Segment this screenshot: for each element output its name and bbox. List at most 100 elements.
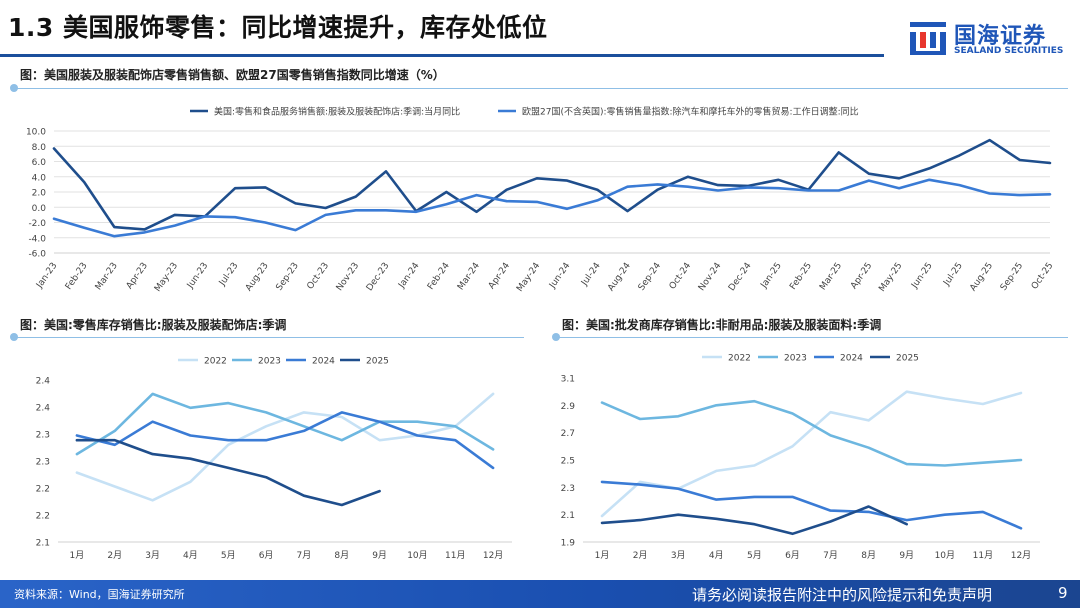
x-tick-label: Apr-25 xyxy=(849,261,874,291)
chart1-caption: 图：美国服装及服装配饰店零售销售额、欧盟27国零售销售指数同比增速（%） xyxy=(20,68,445,82)
y-tick-label: 2.2 xyxy=(36,512,50,522)
chart2-rule xyxy=(14,337,524,338)
series-line-2022 xyxy=(75,392,495,502)
x-tick-label: 8月 xyxy=(861,550,876,561)
x-tick-label: Aug-25 xyxy=(968,261,995,293)
y-tick-label: 8.0 xyxy=(32,143,47,153)
series-line-2025 xyxy=(75,438,381,507)
x-tick-label: Mar-23 xyxy=(94,261,120,292)
series-line-2024 xyxy=(600,480,1023,530)
x-tick-label: 2月 xyxy=(107,550,122,561)
x-tick-label: 3月 xyxy=(671,550,686,561)
chart2-caption: 图：美国:零售库存销售比:服装及服装配饰店:季调 xyxy=(20,318,287,332)
x-tick-label: 2月 xyxy=(633,550,648,561)
sealand-logo-icon xyxy=(910,22,946,55)
chart3-rule xyxy=(556,337,1068,338)
legend-label: 2024 xyxy=(840,354,863,364)
x-tick-label: 6月 xyxy=(259,550,274,561)
chart3-caption: 图：美国:批发商库存销售比:非耐用品:服装及服装面料:季调 xyxy=(562,318,882,332)
company-logo: 国海证券 SEALAND SECURITIES xyxy=(908,16,1068,62)
x-tick-label: Oct-25 xyxy=(1030,261,1056,292)
page-number: 9 xyxy=(1058,584,1068,602)
chart1-rule-dot xyxy=(10,84,18,92)
y-tick-label: -6.0 xyxy=(28,250,46,260)
series-line-2023 xyxy=(600,399,1023,467)
title-underline xyxy=(0,54,884,57)
x-tick-label: Jul-24 xyxy=(579,261,603,289)
y-tick-label: 2.4 xyxy=(36,377,51,387)
legend-label: 2023 xyxy=(784,354,807,364)
y-tick-label: 10.0 xyxy=(26,128,46,138)
x-tick-label: May-24 xyxy=(515,261,542,294)
y-tick-label: 0.0 xyxy=(32,204,47,214)
y-tick-label: 2.5 xyxy=(561,457,575,467)
y-tick-label: 2.9 xyxy=(561,402,576,412)
x-tick-label: Feb-24 xyxy=(426,261,452,292)
x-tick-label: Aug-24 xyxy=(606,261,633,293)
x-tick-label: Mar-24 xyxy=(456,261,482,292)
series-line-2023 xyxy=(75,392,495,456)
x-tick-label: Dec-24 xyxy=(727,261,754,293)
x-tick-label: Sep-24 xyxy=(637,261,664,293)
x-tick-label: 8月 xyxy=(334,550,349,561)
chart2-svg: 2.4 2.4 2.3 2.3 2.2 2.2 2.1 1月 2月 3月 4月 5月 6月 7月 8月 9月 1… xyxy=(36,357,512,561)
x-tick-label: Jun-23 xyxy=(185,261,210,291)
legend-label: 欧盟27国(不含英国):零售销售量指数:除汽车和摩托车外的零售贸易:工作日调整:… xyxy=(522,106,859,118)
chart1-rule xyxy=(14,88,1068,89)
x-tick-label: Apr-24 xyxy=(487,261,512,291)
y-tick-label: 2.3 xyxy=(36,431,50,441)
x-tick-label: 7月 xyxy=(823,550,838,561)
x-tick-label: Dec-23 xyxy=(365,261,392,293)
x-tick-label: 10月 xyxy=(407,550,427,561)
x-tick-label: 11月 xyxy=(445,550,465,561)
x-tick-label: Sep-25 xyxy=(999,261,1025,293)
x-tick-label: 12月 xyxy=(1011,550,1031,561)
chart2-rule-dot xyxy=(10,333,18,341)
chart3-svg: 3.1 2.9 2.7 2.5 2.3 2.1 1.9 1月 2月 3月 4月 5月 6月 7月 8月 9月 1… xyxy=(561,354,1040,561)
slide-title: 1.3 美国服饰零售：同比增速提升，库存处低位 xyxy=(8,13,548,42)
legend-label: 2022 xyxy=(728,354,751,364)
legend-label: 2024 xyxy=(312,357,335,367)
x-tick-label: 3月 xyxy=(145,550,160,561)
logo-chinese-name: 国海证券 xyxy=(954,24,1047,49)
x-tick-label: 9月 xyxy=(372,550,387,561)
x-tick-label: Feb-25 xyxy=(788,261,814,292)
legend-label: 2023 xyxy=(258,357,281,367)
x-tick-label: 4月 xyxy=(183,550,198,561)
x-tick-label: May-25 xyxy=(877,261,904,294)
x-tick-label: Sep-23 xyxy=(275,261,301,293)
footer-bar: 资料来源：Wind，国海证券研究所 请务必阅读报告附注中的风险提示和免责声明 9 xyxy=(0,580,1080,608)
series-line-美国:零售和食品服务销售额:服装及服装配饰店:季调:当月同比 xyxy=(52,138,1052,231)
x-tick-label: Jan-25 xyxy=(759,261,784,291)
y-tick-label: 2.3 xyxy=(561,484,575,494)
footer-source: 资料来源：Wind，国海证券研究所 xyxy=(14,588,185,601)
y-tick-label: 2.2 xyxy=(36,485,50,495)
x-tick-label: Oct-23 xyxy=(306,261,332,292)
x-tick-label: 12月 xyxy=(483,550,503,561)
legend-label: 2022 xyxy=(204,357,227,367)
x-tick-label: Mar-25 xyxy=(818,261,844,292)
y-tick-label: 2.4 xyxy=(36,404,51,414)
y-tick-label: 2.0 xyxy=(32,189,47,199)
x-tick-label: 5月 xyxy=(221,550,236,561)
y-tick-label: -4.0 xyxy=(28,234,46,244)
x-tick-label: Nov-24 xyxy=(697,261,724,293)
footer-disclaimer: 请务必阅读报告附注中的风险提示和免责声明 xyxy=(692,586,993,604)
x-tick-label: Apr-23 xyxy=(125,261,150,291)
x-tick-label: 1月 xyxy=(595,550,610,561)
y-tick-label: 2.7 xyxy=(561,429,575,439)
x-tick-label: Jan-23 xyxy=(34,261,59,291)
y-tick-label: 2.1 xyxy=(561,511,575,521)
y-tick-label: 4.0 xyxy=(32,173,47,183)
x-tick-label: 7月 xyxy=(297,550,312,561)
x-tick-label: 9月 xyxy=(899,550,914,561)
y-tick-label: 2.3 xyxy=(36,458,50,468)
legend-label: 2025 xyxy=(366,357,389,367)
x-tick-label: Jun-24 xyxy=(547,261,572,291)
x-tick-label: Nov-23 xyxy=(335,261,362,293)
legend-label: 2025 xyxy=(896,354,919,364)
y-tick-label: 6.0 xyxy=(32,158,47,168)
x-tick-label: 1月 xyxy=(70,550,85,561)
x-tick-label: Aug-23 xyxy=(244,261,271,293)
